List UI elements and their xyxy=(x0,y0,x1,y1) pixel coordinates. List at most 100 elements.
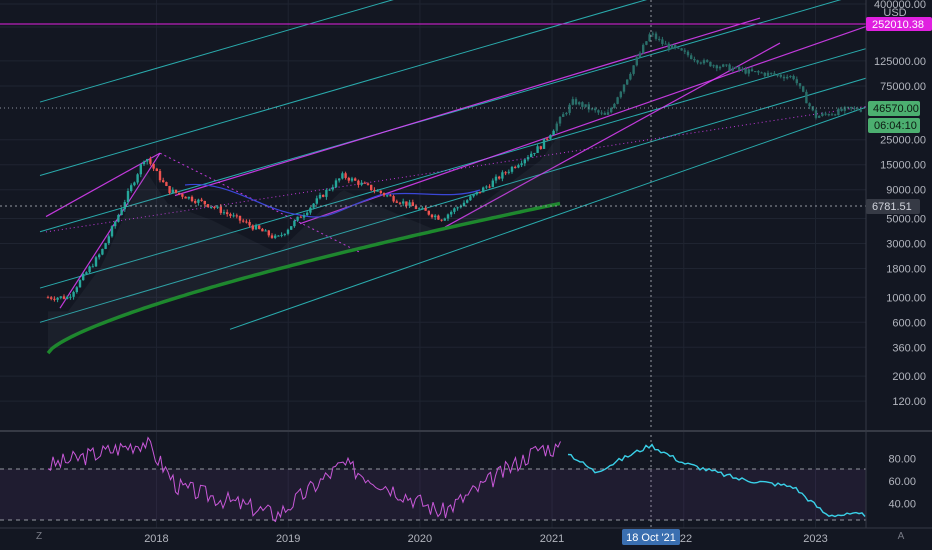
channel-line[interactable] xyxy=(59,152,161,309)
candle xyxy=(222,209,226,215)
candle xyxy=(149,156,152,166)
candle xyxy=(155,167,158,172)
candle xyxy=(565,111,568,116)
candle xyxy=(309,206,312,215)
channel-line[interactable] xyxy=(299,25,870,225)
candle xyxy=(53,296,56,302)
channel-line[interactable] xyxy=(229,106,870,330)
candle xyxy=(674,44,677,50)
candle xyxy=(270,233,274,239)
candle xyxy=(482,186,485,193)
candle xyxy=(600,110,603,116)
candle xyxy=(814,108,818,120)
candle xyxy=(786,74,789,80)
candle xyxy=(101,248,104,256)
candle xyxy=(347,176,350,184)
channel-line[interactable] xyxy=(39,47,870,289)
channel-line[interactable] xyxy=(174,17,761,197)
rsi-line-late xyxy=(567,443,866,518)
candle xyxy=(837,107,840,116)
candle xyxy=(168,185,171,195)
time-axis[interactable]: 2018 2019 2020 2021 2023 22 xyxy=(144,533,828,545)
price-tick-label: 600.00 xyxy=(892,317,926,329)
candle xyxy=(514,165,517,169)
crosshair-date-badge: 18 Oct '21 xyxy=(622,529,680,545)
candle xyxy=(194,198,197,205)
candle xyxy=(446,213,450,221)
candle xyxy=(725,64,728,68)
channel-line[interactable] xyxy=(39,0,870,233)
candle xyxy=(94,255,98,268)
candle xyxy=(642,43,645,54)
channel-line[interactable] xyxy=(39,0,870,176)
currency-label: USD xyxy=(883,7,906,19)
candle xyxy=(386,194,389,198)
channel-line[interactable] xyxy=(45,105,870,233)
candle xyxy=(488,184,491,189)
candle xyxy=(322,194,325,198)
last-price-badge: 46570.00 xyxy=(868,101,920,116)
candle xyxy=(146,158,149,165)
candle xyxy=(110,225,114,238)
price-candles xyxy=(46,31,862,303)
candle xyxy=(510,165,514,174)
time-tick-label: 2018 xyxy=(144,533,168,545)
candle xyxy=(325,188,328,200)
auto-scale-button[interactable]: A xyxy=(897,531,905,542)
candle xyxy=(517,163,520,169)
resistance-price-badge: 252010.38 xyxy=(866,17,932,31)
candle xyxy=(395,199,398,204)
candle xyxy=(491,178,494,188)
time-tick-label-partial: 22 xyxy=(680,533,692,545)
candle xyxy=(824,111,827,116)
candle xyxy=(757,70,760,76)
candle xyxy=(622,84,626,94)
candle xyxy=(376,189,379,192)
candle xyxy=(389,193,392,197)
rsi-axis[interactable]: 80.00 60.00 40.00 xyxy=(888,454,916,511)
price-tick-label: 15000.00 xyxy=(880,160,926,172)
zoom-corner-button[interactable]: Z xyxy=(35,531,43,542)
candle xyxy=(827,113,830,117)
candle xyxy=(235,213,238,219)
price-tick-label: 200.00 xyxy=(892,371,926,383)
candle xyxy=(530,151,533,158)
candle xyxy=(152,163,155,172)
candle xyxy=(763,72,766,78)
candle xyxy=(136,173,139,185)
candle xyxy=(686,50,690,58)
candle xyxy=(328,188,331,191)
candle xyxy=(661,36,664,47)
candle xyxy=(542,138,546,149)
candle xyxy=(526,155,530,162)
candle xyxy=(66,295,69,300)
candle xyxy=(715,64,718,72)
channel-line[interactable] xyxy=(39,0,870,103)
candle xyxy=(424,205,427,211)
candle xyxy=(427,210,430,216)
candle xyxy=(379,190,382,195)
time-tick-label: 2021 xyxy=(540,533,564,545)
candle xyxy=(238,215,242,224)
candle xyxy=(520,160,523,168)
candle xyxy=(315,195,318,205)
candle xyxy=(699,61,702,65)
rsi-lines xyxy=(47,436,866,523)
candle xyxy=(702,58,706,65)
candle xyxy=(46,295,50,299)
channel-line[interactable] xyxy=(39,77,870,323)
price-tick-label: 3000.00 xyxy=(886,239,926,251)
candle xyxy=(187,196,190,200)
price-axis[interactable]: 400000.00250000.00125000.0075000.0025000… xyxy=(874,0,926,408)
candle xyxy=(571,96,574,106)
time-tick-label: 2023 xyxy=(803,533,827,545)
candle xyxy=(248,219,251,228)
candle xyxy=(568,103,571,116)
candle xyxy=(306,211,309,216)
candle xyxy=(680,47,683,51)
candle xyxy=(722,63,725,68)
candle xyxy=(603,111,606,115)
candle xyxy=(98,253,101,260)
channel-line[interactable] xyxy=(444,42,781,228)
